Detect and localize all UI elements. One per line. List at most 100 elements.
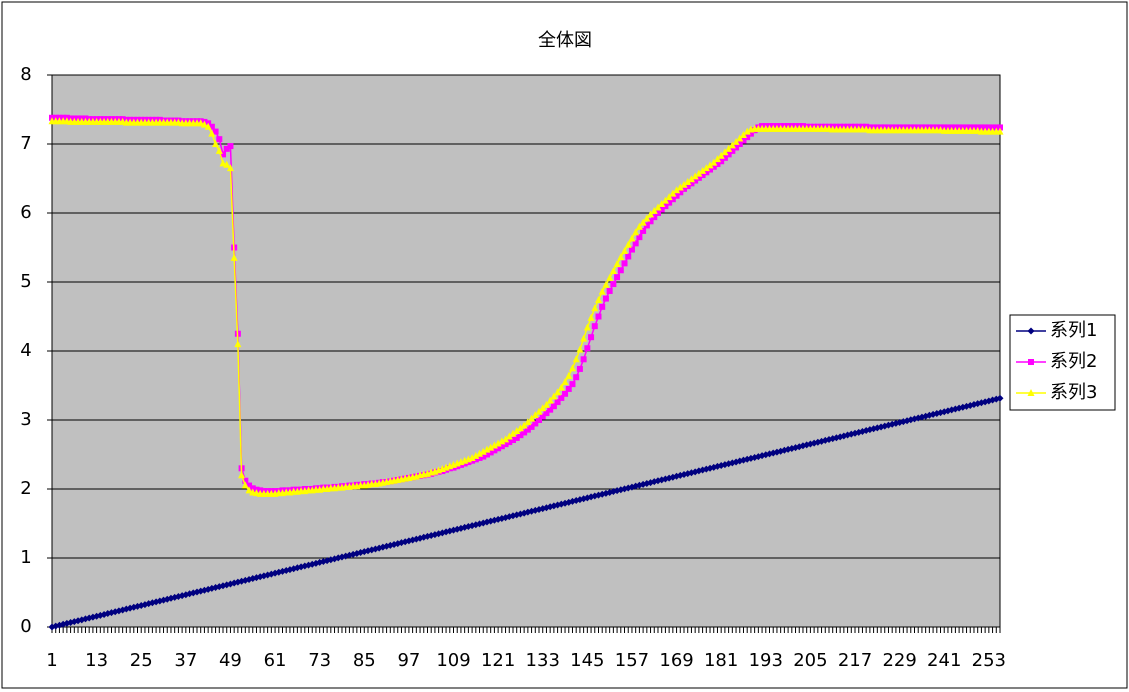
point [688, 180, 695, 187]
point [732, 137, 740, 145]
point [569, 381, 576, 388]
point [628, 234, 636, 242]
point [502, 435, 510, 443]
point [624, 240, 632, 248]
point [736, 141, 743, 147]
point [468, 453, 476, 461]
point [1027, 389, 1035, 396]
point [580, 356, 587, 363]
point [223, 145, 230, 152]
point [509, 437, 516, 444]
point [249, 485, 256, 492]
point [562, 390, 569, 397]
point [982, 124, 989, 131]
point [706, 161, 714, 169]
point [558, 394, 565, 401]
point [729, 147, 736, 154]
point [535, 407, 543, 415]
point [606, 287, 613, 294]
point [215, 146, 223, 154]
x-tick-label: 253 [972, 650, 1006, 671]
point [710, 163, 717, 170]
point [602, 295, 609, 302]
x-tick-label: 145 [570, 650, 604, 671]
point [599, 303, 606, 310]
y-tick-label: 8 [20, 64, 31, 85]
y-tick-label: 1 [20, 547, 31, 568]
point [483, 451, 490, 458]
point [498, 437, 506, 445]
point [658, 206, 665, 213]
point [617, 253, 625, 261]
point [498, 443, 505, 450]
point [580, 334, 588, 342]
point [628, 246, 635, 253]
point [661, 196, 669, 204]
point [208, 129, 216, 137]
point [472, 456, 479, 463]
x-tick-label: 193 [749, 650, 783, 671]
point [651, 214, 658, 221]
x-tick-label: 205 [793, 650, 827, 671]
legend-label: 系列1 [1050, 320, 1097, 341]
point [521, 429, 528, 436]
point [565, 385, 572, 392]
point [609, 266, 617, 274]
point [598, 287, 606, 295]
point [583, 323, 591, 331]
point [632, 240, 639, 247]
x-tick-label: 229 [882, 650, 916, 671]
x-tick-label: 157 [615, 650, 649, 671]
point [744, 134, 751, 141]
point [528, 423, 535, 430]
point [528, 414, 536, 422]
point [524, 426, 531, 433]
point [687, 175, 695, 183]
x-tick-label: 217 [838, 650, 872, 671]
point [584, 345, 591, 352]
point [702, 164, 710, 172]
point [241, 481, 249, 489]
point [978, 124, 985, 131]
point [557, 383, 565, 391]
point [721, 148, 729, 156]
x-tick-label: 133 [526, 650, 560, 671]
point [691, 172, 699, 180]
point [725, 144, 733, 152]
point [547, 406, 554, 413]
point [502, 441, 509, 448]
point [699, 166, 707, 174]
point [681, 185, 687, 192]
point [707, 166, 714, 173]
point [576, 365, 583, 372]
point [227, 143, 234, 150]
point [476, 454, 483, 461]
point [506, 439, 513, 446]
point [554, 399, 561, 406]
point [662, 203, 669, 210]
y-tick-label: 2 [20, 478, 31, 499]
point [561, 378, 569, 386]
point [494, 439, 502, 447]
legend-label: 系列2 [1050, 351, 1097, 372]
point [632, 228, 640, 236]
x-tick-label: 37 [174, 650, 197, 671]
point [565, 371, 573, 379]
point [666, 199, 673, 206]
point [200, 120, 208, 128]
point [480, 453, 487, 460]
point [989, 124, 996, 131]
point [513, 434, 520, 441]
point [606, 273, 614, 281]
point [568, 364, 576, 372]
point [695, 169, 703, 177]
point [710, 158, 718, 166]
point [472, 451, 480, 459]
point [539, 404, 547, 412]
y-tick-label: 0 [20, 616, 31, 637]
point [673, 186, 681, 194]
point [234, 340, 242, 348]
point [654, 210, 661, 216]
point [739, 131, 747, 139]
point [610, 281, 617, 288]
